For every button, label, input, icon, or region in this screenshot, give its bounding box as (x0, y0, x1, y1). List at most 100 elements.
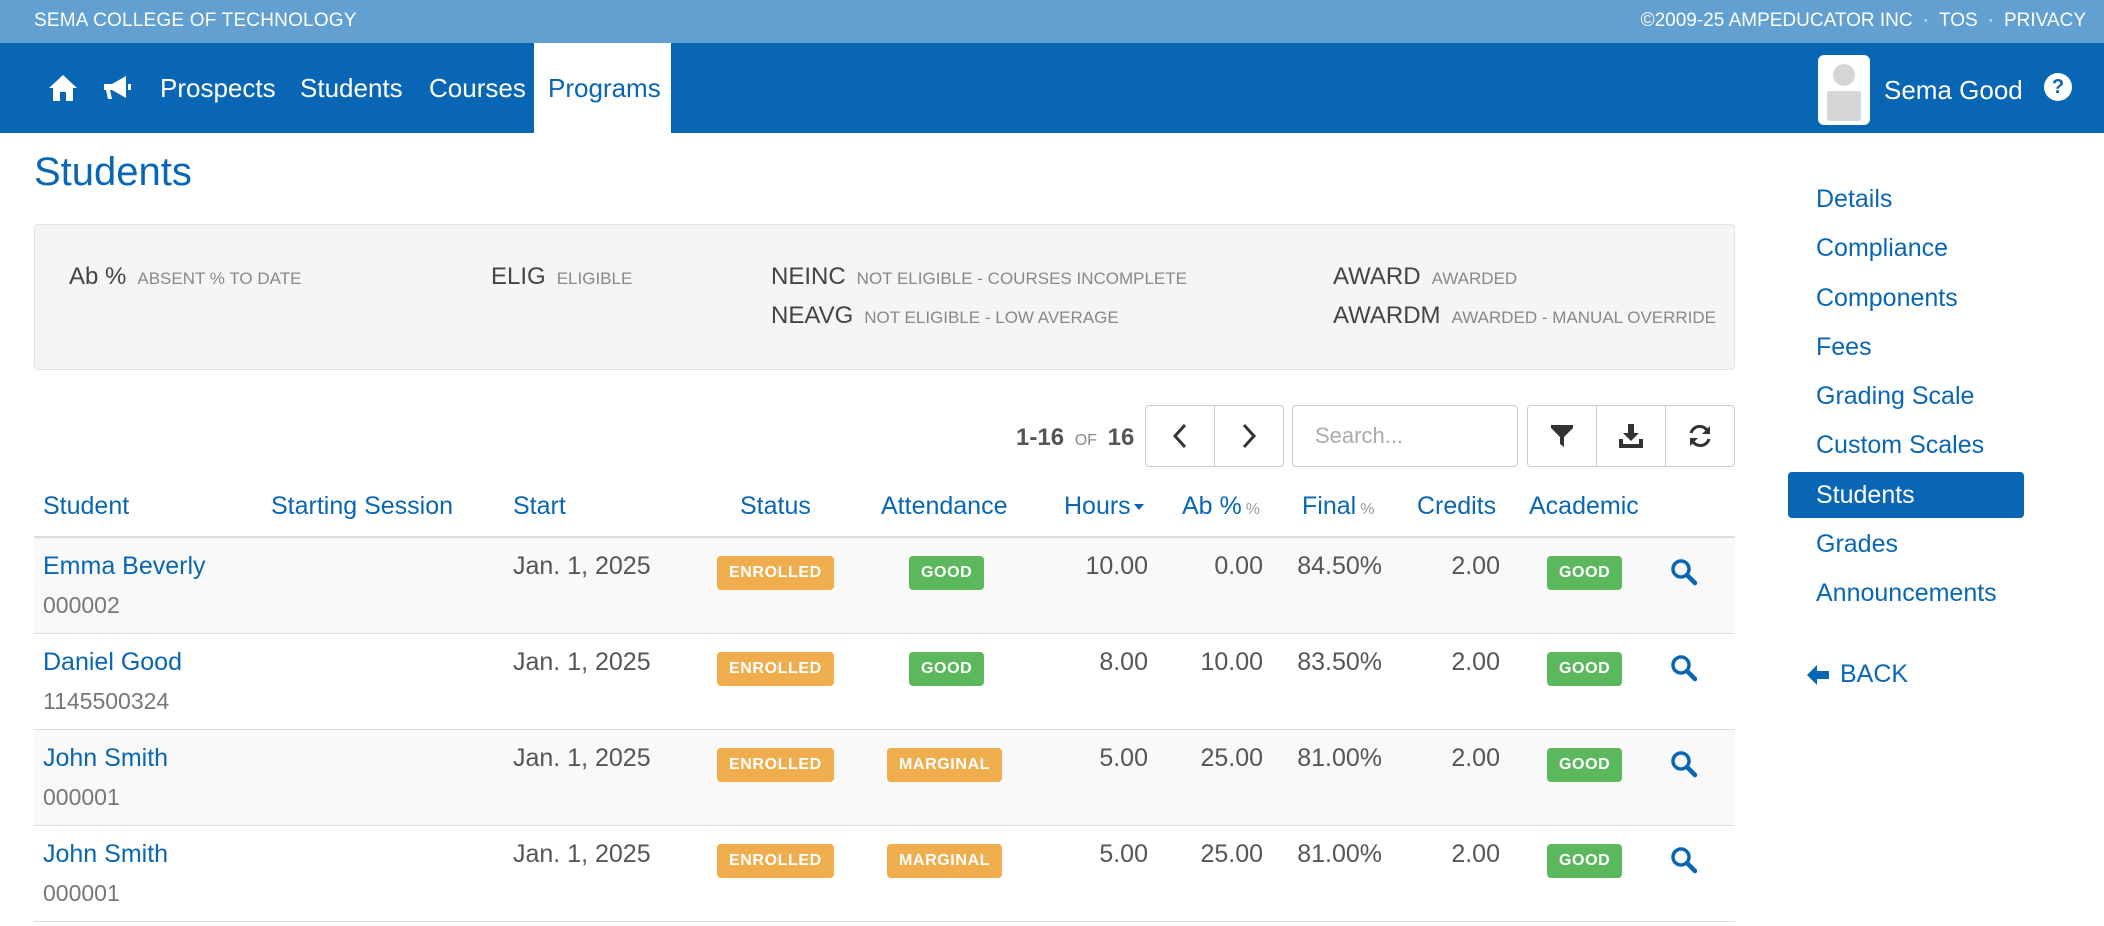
sidenav-custom-scales[interactable]: Custom Scales (1816, 431, 1985, 460)
search-icon (1671, 559, 1698, 586)
sidenav-students[interactable]: Students (1788, 471, 2024, 518)
start-date: Jan. 1, 2025 (513, 648, 651, 676)
students-table: Student Starting Session Start Status At… (34, 482, 1735, 922)
prev-page-button[interactable] (1145, 405, 1215, 467)
separator: · (1922, 10, 1929, 31)
refresh-button[interactable] (1665, 405, 1735, 467)
privacy-link[interactable]: PRIVACY (2003, 10, 2086, 31)
legend-code: ELIG (491, 263, 546, 290)
ab-value: 25.00 (1200, 840, 1263, 868)
sidenav-details[interactable]: Details (1816, 185, 1893, 213)
student-name-link[interactable]: John Smith (43, 744, 169, 772)
final-value: 84.50% (1297, 552, 1382, 580)
user-menu[interactable]: Sema Good (1818, 55, 2023, 125)
status-badge: ENROLLED (717, 844, 834, 878)
ab-value: 25.00 (1200, 744, 1263, 772)
student-name-link[interactable]: John Smith (43, 840, 169, 868)
col-starting-session[interactable]: Starting Session (271, 492, 454, 520)
credits-value: 2.00 (1451, 552, 1500, 580)
legend-desc: AWARDED - MANUAL OVERRIDE (1451, 308, 1717, 327)
next-page-button[interactable] (1214, 405, 1284, 467)
separator: · (1987, 10, 1994, 31)
view-student-button[interactable] (1670, 654, 1700, 684)
status-badge: ENROLLED (717, 556, 834, 590)
main-navbar: Prospects Students Courses Programs Sema… (0, 43, 2104, 133)
col-hours[interactable]: Hours (1064, 492, 1144, 521)
col-ab[interactable]: Ab %% (1182, 492, 1260, 521)
student-name-link[interactable]: Emma Beverly (43, 552, 206, 580)
sidenav-components[interactable]: Components (1816, 283, 1958, 312)
hours-value: 5.00 (1099, 840, 1148, 868)
caret-down-icon (1133, 504, 1144, 511)
sidenav-compliance[interactable]: Compliance (1816, 234, 1949, 263)
program-sidenav: Details Compliance Components Fees Gradi… (1788, 176, 2024, 620)
table-header: Student Starting Session Start Status At… (34, 482, 1735, 538)
student-id: 1145500324 (43, 688, 170, 714)
legend-desc: AWARDED (1431, 269, 1518, 288)
table-row: John Smith 000001 Jan. 1, 2025 ENROLLED … (34, 826, 1735, 922)
hours-value: 8.00 (1099, 648, 1148, 676)
attendance-badge: GOOD (909, 556, 985, 590)
sidenav-announcements[interactable]: Announcements (1816, 579, 1997, 608)
academic-badge: GOOD (1547, 652, 1623, 686)
legend-panel: Ab % ABSENT % TO DATE ELIG ELIGIBLE NEIN… (34, 224, 1735, 370)
student-name-link[interactable]: Daniel Good (43, 648, 182, 676)
sidenav-fees[interactable]: Fees (1816, 332, 1872, 361)
legend-item: NEAVG NOT ELIGIBLE - LOW AVERAGE (771, 302, 1119, 330)
col-final[interactable]: Final% (1302, 492, 1374, 521)
top-strip: SEMA COLLEGE OF TECHNOLOGY ©2009-25 AMPE… (0, 0, 2104, 43)
chevron-left-icon (1172, 423, 1187, 449)
col-attendance[interactable]: Attendance (881, 492, 1008, 520)
col-credits[interactable]: Credits (1417, 492, 1497, 520)
col-start[interactable]: Start (513, 492, 566, 520)
col-student[interactable]: Student (43, 492, 130, 520)
nav-students[interactable]: Students (300, 73, 403, 103)
ab-value: 0.00 (1214, 552, 1263, 580)
student-id: 000001 (43, 784, 120, 810)
filter-button[interactable] (1527, 405, 1597, 467)
back-label: BACK (1840, 660, 1909, 688)
download-icon (1619, 424, 1643, 448)
final-value: 83.50% (1297, 648, 1382, 676)
col-status[interactable]: Status (740, 492, 811, 520)
legend-desc: NOT ELIGIBLE - COURSES INCOMPLETE (856, 269, 1187, 288)
nav-programs[interactable]: Programs (534, 43, 671, 133)
home-icon[interactable] (46, 71, 80, 105)
chevron-right-icon (1242, 423, 1257, 449)
legend-item: AWARDM AWARDED - MANUAL OVERRIDE (1333, 302, 1716, 330)
sidenav-grades[interactable]: Grades (1816, 530, 1898, 559)
question-circle-icon[interactable]: ? (2044, 73, 2072, 101)
start-date: Jan. 1, 2025 (513, 840, 651, 868)
pagination-count: 1-16 OF 16 (1016, 424, 1134, 452)
sidenav-grading-scale[interactable]: Grading Scale (1816, 382, 1975, 411)
view-student-button[interactable] (1670, 750, 1700, 780)
megaphone-icon[interactable] (100, 71, 134, 105)
nav-prospects[interactable]: Prospects (160, 73, 276, 103)
student-id: 000002 (43, 592, 120, 618)
view-student-button[interactable] (1670, 846, 1700, 876)
credits-value: 2.00 (1451, 744, 1500, 772)
tos-link[interactable]: TOS (1938, 10, 1978, 31)
search-input[interactable] (1292, 405, 1518, 467)
student-id: 000001 (43, 880, 120, 906)
academic-badge: GOOD (1547, 748, 1623, 782)
col-hours-label: Hours (1064, 492, 1131, 520)
credits-value: 2.00 (1451, 840, 1500, 868)
legend-code: AWARDM (1333, 302, 1441, 329)
table-row: Emma Beverly 000002 Jan. 1, 2025 ENROLLE… (34, 538, 1735, 634)
nav-courses[interactable]: Courses (429, 73, 526, 103)
table-row: John Smith 000001 Jan. 1, 2025 ENROLLED … (34, 730, 1735, 826)
legend-item: AWARD AWARDED (1333, 263, 1517, 291)
col-final-unit: % (1360, 501, 1375, 518)
back-link[interactable]: BACK (1806, 660, 1908, 689)
avatar (1818, 55, 1870, 125)
search-icon (1671, 847, 1698, 874)
view-student-button[interactable] (1670, 558, 1700, 588)
page-title: Students (34, 150, 192, 194)
arrow-left-icon (1807, 664, 1829, 685)
col-academic[interactable]: Academic (1529, 492, 1639, 520)
download-button[interactable] (1596, 405, 1666, 467)
legend-code: NEAVG (771, 302, 854, 329)
legend-desc: NOT ELIGIBLE - LOW AVERAGE (864, 308, 1119, 327)
range-text: 1-16 (1016, 424, 1065, 451)
